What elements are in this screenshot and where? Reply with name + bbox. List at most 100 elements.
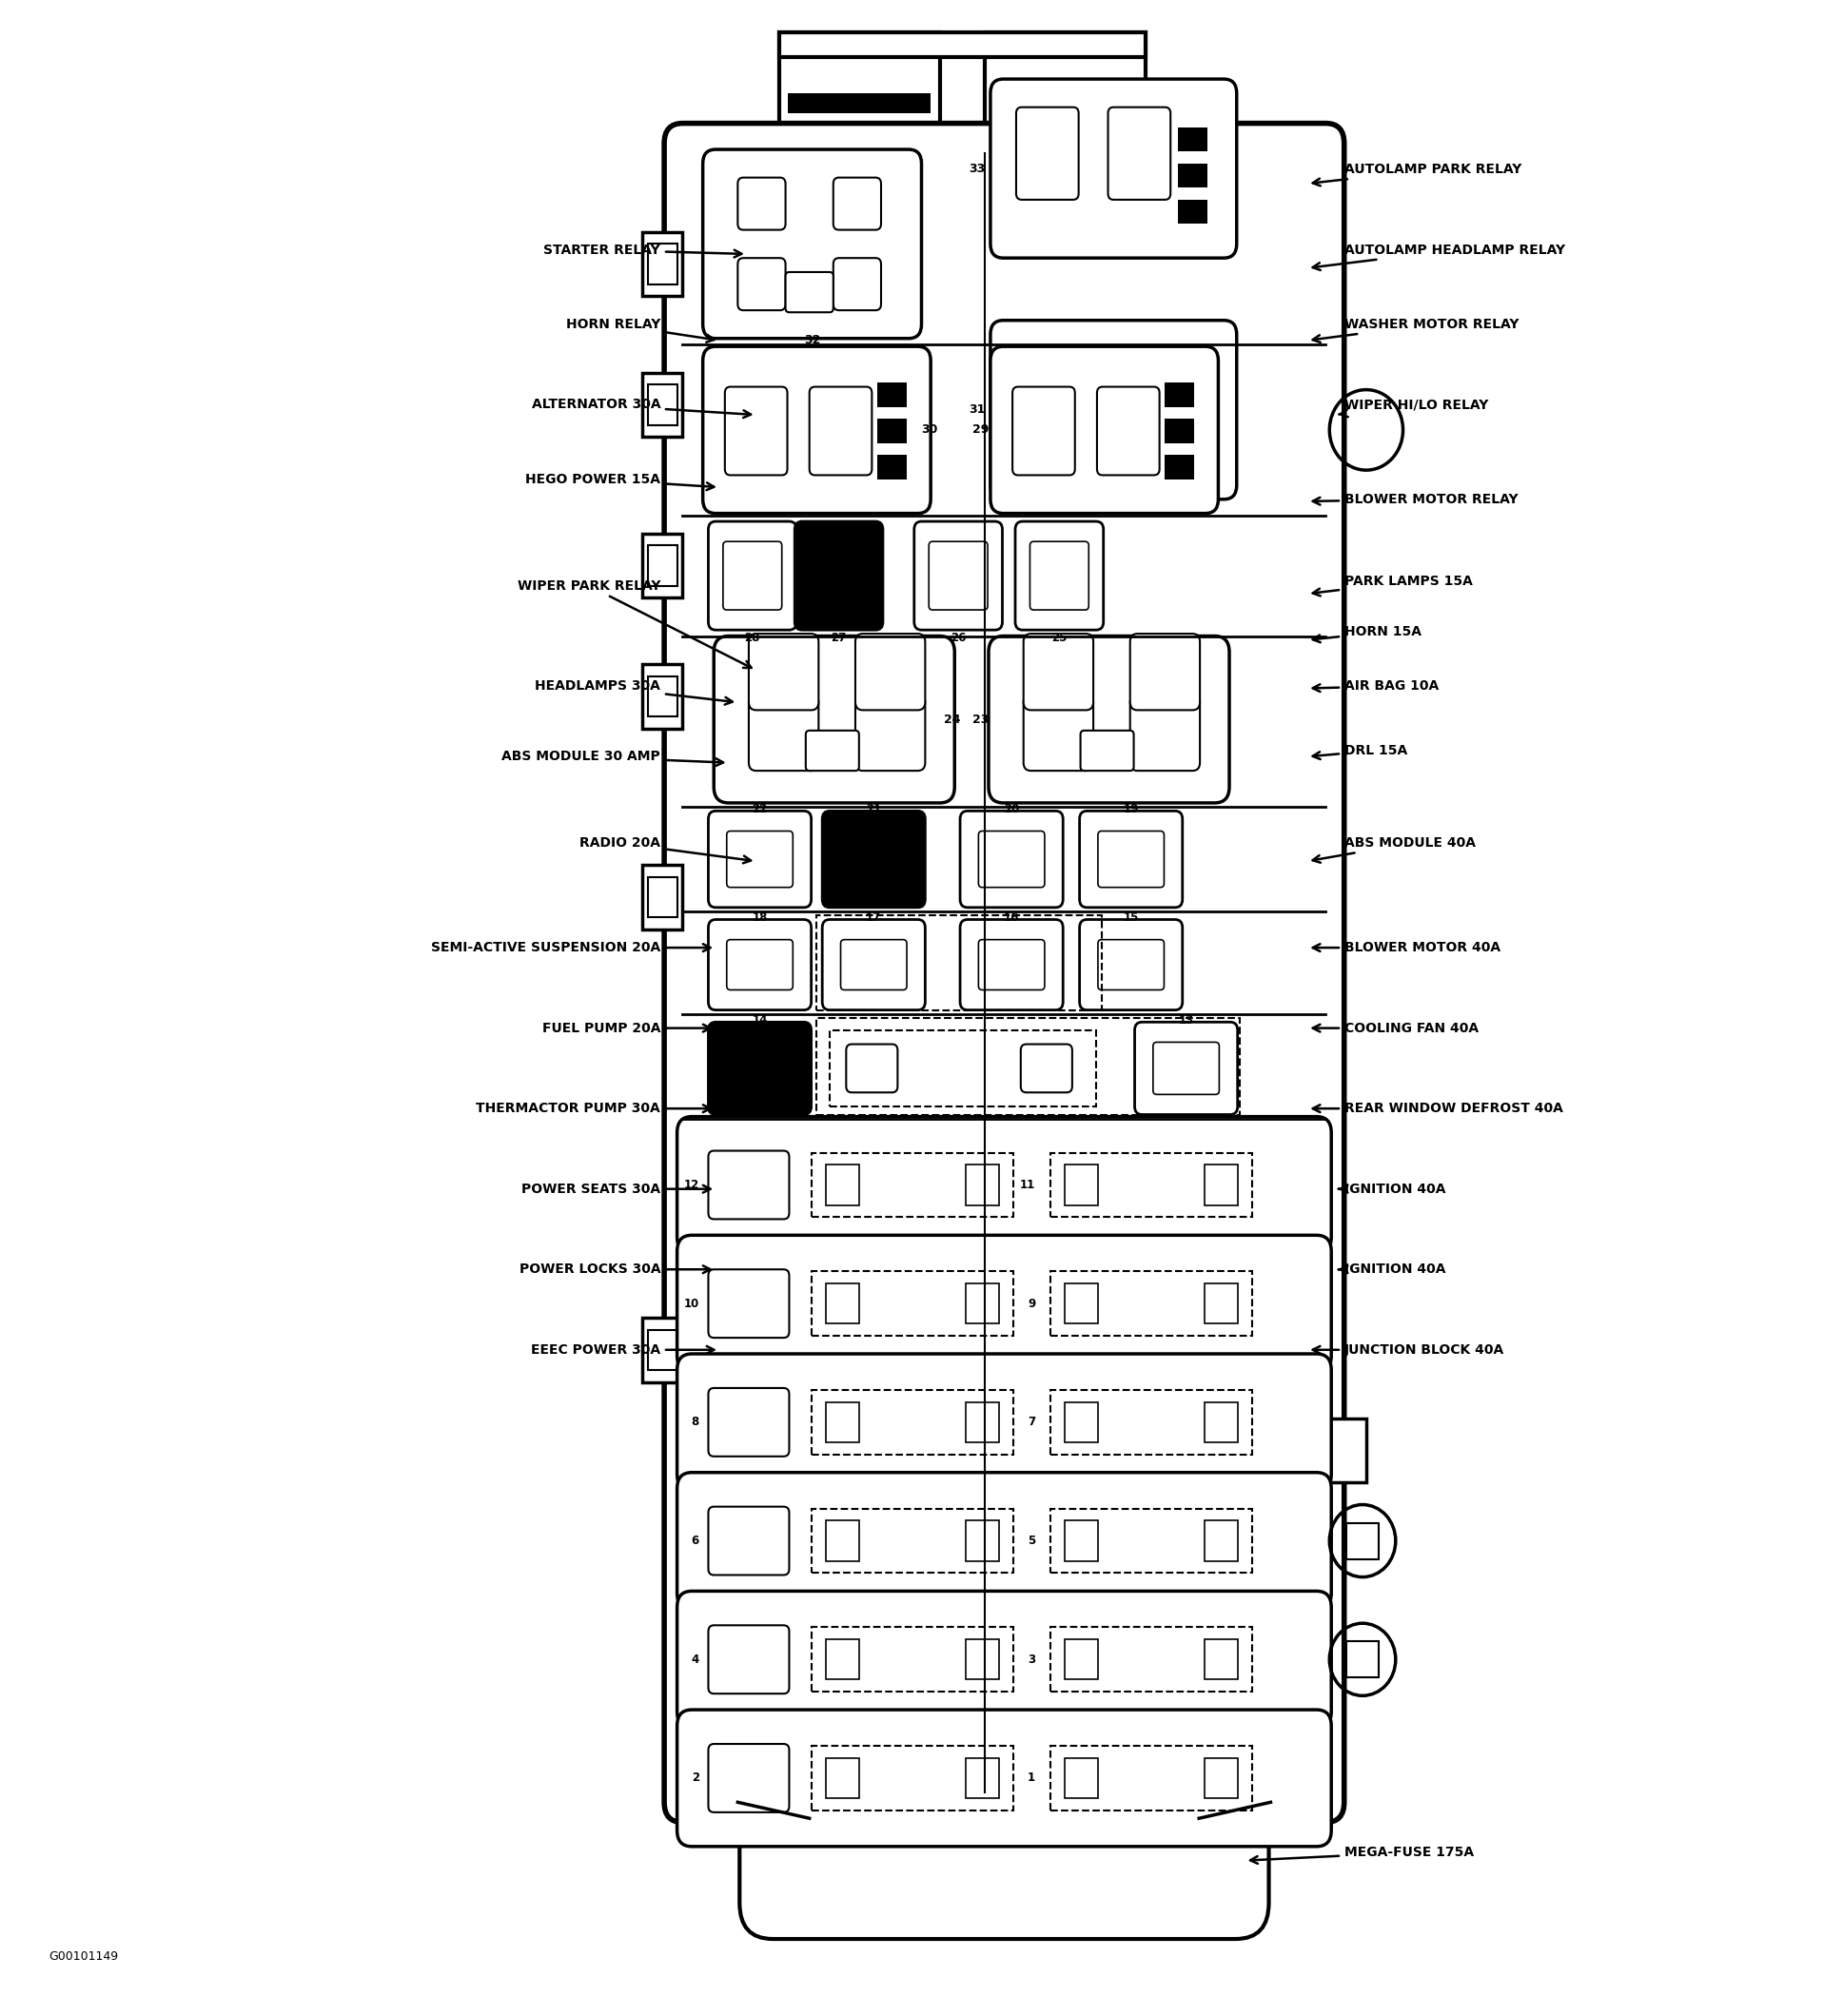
FancyBboxPatch shape <box>676 1472 1331 1609</box>
Text: ABS MODULE 40A: ABS MODULE 40A <box>1312 837 1476 863</box>
Text: IGNITION 40A: IGNITION 40A <box>1338 1262 1445 1276</box>
FancyBboxPatch shape <box>929 542 988 611</box>
Bar <box>1065 1165 1098 1206</box>
Bar <box>816 1018 1240 1115</box>
FancyBboxPatch shape <box>676 1236 1331 1373</box>
FancyBboxPatch shape <box>748 694 818 770</box>
Text: 18: 18 <box>752 911 767 923</box>
FancyBboxPatch shape <box>726 939 792 990</box>
Text: 8: 8 <box>691 1415 698 1429</box>
Bar <box>966 1401 999 1441</box>
FancyBboxPatch shape <box>1098 831 1165 887</box>
Text: 12: 12 <box>684 1179 698 1191</box>
Text: 4: 4 <box>691 1653 698 1665</box>
Bar <box>1065 1401 1098 1441</box>
Bar <box>1065 1520 1098 1560</box>
Text: 31: 31 <box>968 403 984 415</box>
Bar <box>816 915 1102 1010</box>
Text: MEGA-FUSE 175A: MEGA-FUSE 175A <box>1250 1847 1474 1863</box>
Text: HORN 15A: HORN 15A <box>1312 625 1421 643</box>
Bar <box>966 1758 999 1798</box>
Bar <box>1178 200 1207 224</box>
FancyBboxPatch shape <box>840 939 907 990</box>
FancyBboxPatch shape <box>809 387 872 476</box>
Bar <box>641 373 682 437</box>
Bar <box>1178 163 1207 187</box>
Text: FUEL PUMP 20A: FUEL PUMP 20A <box>542 1022 710 1034</box>
Text: 24: 24 <box>944 714 960 726</box>
FancyBboxPatch shape <box>1015 107 1078 200</box>
Bar <box>826 1284 859 1325</box>
Text: AUTOLAMP PARK RELAY: AUTOLAMP PARK RELAY <box>1312 163 1522 185</box>
Text: RADIO 20A: RADIO 20A <box>581 837 750 863</box>
Bar <box>1205 1639 1238 1679</box>
FancyBboxPatch shape <box>846 1044 898 1093</box>
FancyBboxPatch shape <box>708 522 796 629</box>
Bar <box>1205 1165 1238 1206</box>
Text: 11: 11 <box>1019 1179 1036 1191</box>
Bar <box>811 1627 1014 1691</box>
Text: JUNCTION BLOCK 40A: JUNCTION BLOCK 40A <box>1312 1343 1504 1357</box>
Bar <box>966 1639 999 1679</box>
Text: REAR WINDOW DEFROST 40A: REAR WINDOW DEFROST 40A <box>1312 1103 1563 1115</box>
Bar <box>966 1284 999 1325</box>
FancyBboxPatch shape <box>1108 369 1170 462</box>
Bar <box>1325 1417 1366 1482</box>
FancyBboxPatch shape <box>794 522 883 629</box>
Text: 22: 22 <box>752 802 767 814</box>
FancyBboxPatch shape <box>713 635 955 802</box>
Bar <box>1178 373 1207 397</box>
FancyBboxPatch shape <box>785 272 833 312</box>
Text: 16: 16 <box>1004 911 1019 923</box>
FancyBboxPatch shape <box>676 1355 1331 1490</box>
Text: ALTERNATOR 30A: ALTERNATOR 30A <box>531 397 750 417</box>
Bar <box>647 877 676 917</box>
Text: STARTER RELAY: STARTER RELAY <box>544 244 741 258</box>
FancyBboxPatch shape <box>702 347 931 514</box>
Bar <box>780 32 1146 56</box>
FancyBboxPatch shape <box>1023 633 1093 710</box>
Bar <box>826 1165 859 1206</box>
Bar <box>1205 1758 1238 1798</box>
Bar <box>641 232 682 296</box>
Text: IGNITION 40A: IGNITION 40A <box>1338 1181 1445 1195</box>
Text: 9: 9 <box>1028 1298 1036 1310</box>
Bar <box>826 1520 859 1560</box>
FancyBboxPatch shape <box>1080 730 1133 770</box>
Bar <box>966 1165 999 1206</box>
Text: WIPER PARK RELAY: WIPER PARK RELAY <box>518 579 752 667</box>
Text: 28: 28 <box>745 631 759 645</box>
Bar <box>1178 409 1207 433</box>
Bar <box>1051 1746 1251 1810</box>
Text: HEGO POWER 15A: HEGO POWER 15A <box>525 472 713 490</box>
FancyBboxPatch shape <box>855 694 925 770</box>
Bar <box>1205 1520 1238 1560</box>
Bar <box>993 93 1137 113</box>
FancyBboxPatch shape <box>979 939 1045 990</box>
Bar <box>1345 1641 1379 1677</box>
Bar <box>789 93 931 113</box>
FancyBboxPatch shape <box>1012 387 1074 476</box>
Bar <box>811 1391 1014 1454</box>
Text: EEEC POWER 30A: EEEC POWER 30A <box>531 1343 713 1357</box>
Bar <box>984 32 1146 143</box>
Text: 13: 13 <box>1178 1014 1194 1026</box>
FancyBboxPatch shape <box>737 258 785 310</box>
Bar <box>966 1520 999 1560</box>
Bar <box>1178 163 1207 187</box>
Text: 2: 2 <box>691 1772 698 1784</box>
FancyBboxPatch shape <box>914 522 1003 629</box>
FancyBboxPatch shape <box>822 810 925 907</box>
Bar <box>1178 409 1207 433</box>
Text: 26: 26 <box>951 631 966 645</box>
Bar <box>641 663 682 728</box>
FancyBboxPatch shape <box>990 321 1237 500</box>
FancyBboxPatch shape <box>1130 633 1200 710</box>
FancyBboxPatch shape <box>663 123 1344 1822</box>
FancyBboxPatch shape <box>1135 1022 1238 1115</box>
Text: 33: 33 <box>968 163 984 175</box>
Text: COOLING FAN 40A: COOLING FAN 40A <box>1312 1022 1478 1034</box>
Bar <box>1178 446 1207 470</box>
FancyBboxPatch shape <box>708 1389 789 1456</box>
Bar <box>1065 1758 1098 1798</box>
